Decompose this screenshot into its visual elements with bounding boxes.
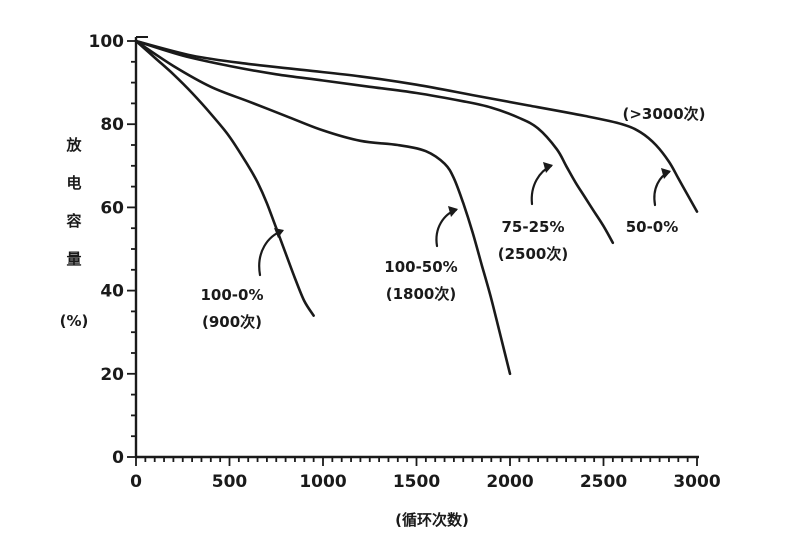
- y-tick-label: 0: [112, 448, 124, 468]
- series-label: 100-50%: [384, 258, 457, 276]
- series-line-3: [134, 39, 615, 245]
- y-axis-title-char: 容: [65, 212, 81, 230]
- y-tick-label: 80: [100, 115, 124, 135]
- series-line-4: [134, 39, 699, 213]
- series-label: 75-25%: [501, 218, 564, 236]
- x-tick-label: 3000: [673, 472, 720, 492]
- y-axis-title-char: 放: [65, 136, 82, 154]
- annotation-arrowhead: [448, 206, 458, 217]
- series-cycle-label: (>3000次): [622, 105, 705, 123]
- series-annotations: 100-0% (900次) 100-50% (1800次) 75-25% (2500次) 5…: [200, 105, 705, 331]
- annotation-arrow: [530, 164, 553, 206]
- series-line-1: [134, 39, 315, 317]
- y-tick-label: 40: [100, 282, 124, 302]
- y-axis-title-char: 量: [66, 250, 81, 268]
- chart-frame: [134, 36, 699, 459]
- series-line-2: [134, 39, 512, 376]
- y-axis-title-char: (%): [60, 312, 89, 330]
- y-tick-label: 100: [89, 32, 125, 52]
- x-tick-label: 1000: [299, 472, 346, 492]
- x-tick-label: 2500: [580, 472, 627, 492]
- axis-ticks: 0 500 1000 1500 2000 2500 3000 0 20 40 60 80 100: [89, 32, 721, 492]
- annotation-arrowhead: [661, 168, 671, 179]
- series-cycle-label: (900次): [202, 313, 262, 331]
- y-tick-label: 60: [100, 198, 124, 218]
- series-label: 50-0%: [626, 218, 679, 236]
- y-axis-title-char: 电: [66, 174, 81, 192]
- x-tick-label: 1500: [393, 472, 440, 492]
- series-curves: [134, 39, 699, 376]
- annotation-arrow: [435, 208, 458, 248]
- x-tick-label: 0: [130, 472, 142, 492]
- x-tick-label: 500: [212, 472, 248, 492]
- series-cycle-label: (2500次): [498, 245, 568, 263]
- x-axis-title: (循环次数): [395, 511, 469, 529]
- series-cycle-label: (1800次): [386, 285, 456, 303]
- series-label: 100-0%: [200, 286, 263, 304]
- annotation-arrow: [653, 170, 671, 207]
- annotation-arrowhead: [274, 228, 284, 238]
- annotation-arrowhead: [543, 162, 553, 173]
- y-tick-label: 20: [100, 365, 124, 385]
- x-tick-label: 2000: [486, 472, 533, 492]
